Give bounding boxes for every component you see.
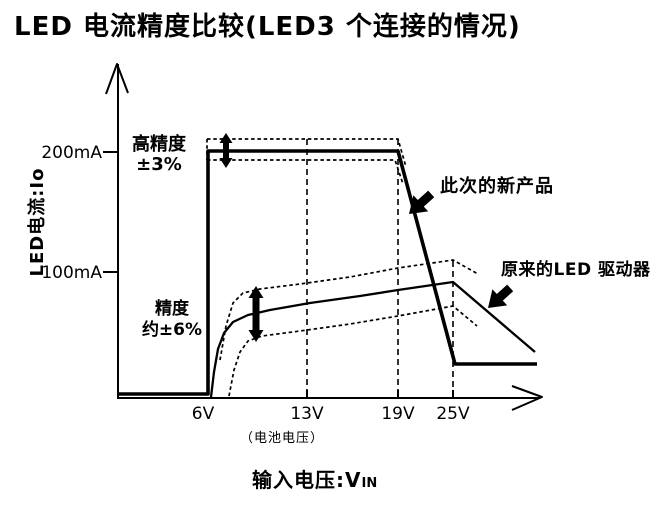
annotation-old-driver-label: 原来的LED 驱动器 [501, 260, 651, 280]
annotation-new-product-label: 此次的新产品 [440, 176, 554, 197]
annotation-high-precision: 高精度 ±3% [116, 135, 202, 175]
tolerance-arrow-3pct [219, 133, 233, 168]
x-axis-title-subscript: IN [361, 476, 378, 491]
x-tick-label-13v: 13V [290, 404, 324, 424]
old-driver-line [209, 280, 536, 398]
annotation-high-precision-line2: ±3% [136, 154, 182, 175]
y-tick-label-200ma: 200mA [41, 143, 102, 163]
x-tick-label-6v: 6V [191, 404, 215, 424]
old-driver-arrow [488, 284, 514, 308]
old-driver-upper-tolerance [219, 259, 479, 361]
y-axis-arrowhead [105, 63, 129, 95]
x-axis-title-text: 输入电压:V [252, 468, 362, 492]
new-product-upper-tolerance [207, 138, 407, 168]
annotation-precision-6pct: 精度 约±6% [132, 299, 212, 341]
x-axis-title: 输入电压:VIN [252, 464, 377, 493]
annotation-precision-6pct-line1: 精度 [155, 299, 189, 319]
chart-title: LED 电流精度比较(LED3 个连接的情况) [14, 12, 521, 42]
x-axis-arrowhead [511, 385, 543, 411]
new-product-lower-tolerance [207, 159, 404, 185]
y-tick-label-100ma: 100mA [41, 263, 102, 283]
annotation-high-precision-line1: 高精度 [132, 134, 186, 155]
battery-voltage-note: （电池电压） [240, 431, 325, 446]
y-axis-title: LED电流:Io [27, 167, 48, 277]
x-tick-label-19v: 19V [381, 404, 415, 424]
tolerance-arrow-6pct [248, 286, 264, 342]
annotation-precision-6pct-line2: 约±6% [141, 320, 203, 340]
new-product-arrow [409, 190, 435, 214]
new-product-line [118, 149, 537, 396]
old-driver-lower-tolerance [228, 305, 478, 397]
x-tick-label-25v: 25V [436, 404, 470, 424]
